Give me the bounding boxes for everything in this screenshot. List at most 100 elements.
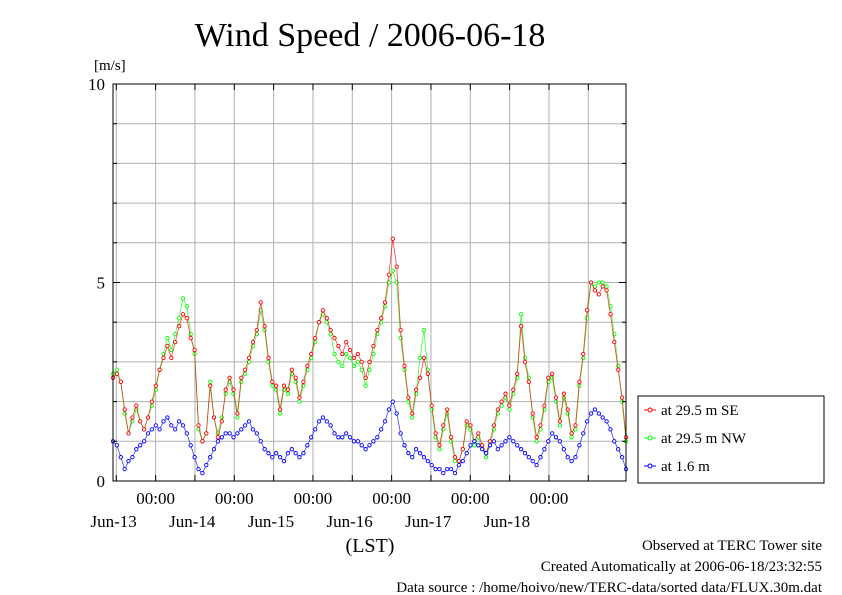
data-point xyxy=(472,439,477,444)
data-point xyxy=(180,423,186,428)
data-point xyxy=(157,427,162,432)
x-tick-label: 00:00 xyxy=(451,489,490,508)
data-point xyxy=(336,343,341,349)
data-point xyxy=(390,268,395,273)
data-point xyxy=(382,419,388,424)
data-point xyxy=(328,327,333,333)
data-point xyxy=(390,236,395,241)
data-point xyxy=(546,375,551,380)
footer-observed-text: Observed at TERC Tower site xyxy=(642,538,822,554)
y-axis-unit-label: [m/s] xyxy=(94,58,126,74)
data-point xyxy=(173,331,178,337)
data-point xyxy=(445,466,450,472)
legend-label: at 29.5 m NW xyxy=(661,431,747,447)
data-point xyxy=(441,423,446,428)
data-point xyxy=(464,451,469,456)
data-point xyxy=(305,443,310,448)
data-point xyxy=(200,439,205,444)
data-point xyxy=(219,419,224,424)
data-point xyxy=(476,431,481,436)
x-tick-label: 00:00 xyxy=(530,489,569,508)
data-point xyxy=(417,375,423,380)
data-point xyxy=(398,431,403,436)
x-axis-label: (LST) xyxy=(346,535,395,557)
data-point xyxy=(569,458,574,464)
data-point xyxy=(518,312,524,317)
data-point xyxy=(192,455,197,460)
data-point xyxy=(569,431,574,436)
data-point xyxy=(359,443,364,448)
data-point xyxy=(309,351,314,357)
data-point xyxy=(487,443,493,448)
x-day-label: Jun-15 xyxy=(248,512,294,531)
data-point xyxy=(584,419,590,424)
data-point xyxy=(281,383,287,388)
x-tick-label: 00:00 xyxy=(372,489,411,508)
data-point xyxy=(359,359,364,365)
data-point xyxy=(153,423,158,428)
data-point xyxy=(402,443,407,448)
data-point xyxy=(169,347,174,353)
data-point xyxy=(511,439,516,444)
footer-data-source-text: Data source : /home/hoivo/new/TERC-data/… xyxy=(396,580,823,595)
data-point xyxy=(452,455,458,460)
data-point xyxy=(309,435,314,440)
data-point xyxy=(149,427,155,432)
data-point xyxy=(138,419,143,424)
data-point xyxy=(592,407,598,412)
data-point xyxy=(141,439,147,444)
data-point xyxy=(534,435,539,440)
data-point xyxy=(612,339,617,345)
data-point xyxy=(351,439,357,444)
data-point xyxy=(227,431,232,436)
data-point xyxy=(433,431,438,436)
data-point xyxy=(157,367,162,372)
x-tick-label: 00:00 xyxy=(215,489,254,508)
data-point xyxy=(289,367,294,372)
data-point xyxy=(184,304,189,309)
data-point xyxy=(246,355,252,361)
data-point xyxy=(347,435,353,440)
data-point xyxy=(507,435,512,440)
data-point xyxy=(266,355,271,361)
x-day-label: Jun-13 xyxy=(90,512,136,531)
data-point xyxy=(165,343,170,349)
data-point xyxy=(448,435,454,440)
data-point xyxy=(114,443,120,448)
data-point xyxy=(351,355,357,361)
data-point xyxy=(367,359,372,365)
data-point xyxy=(344,339,349,345)
data-point xyxy=(491,439,497,444)
data-point xyxy=(429,403,434,408)
chart-title: Wind Speed / 2006-06-18 xyxy=(195,17,546,54)
data-point xyxy=(324,316,329,321)
data-point xyxy=(223,387,228,392)
data-point xyxy=(312,427,318,432)
data-point xyxy=(138,443,143,448)
data-point xyxy=(196,423,201,428)
data-point xyxy=(604,288,609,293)
data-point xyxy=(413,447,419,452)
data-point xyxy=(608,427,613,432)
data-point xyxy=(410,415,415,420)
data-point xyxy=(468,423,473,428)
data-point xyxy=(184,316,189,321)
data-point xyxy=(437,466,442,472)
data-point xyxy=(176,316,182,321)
data-point xyxy=(262,324,267,329)
x-tick-label: 00:00 xyxy=(294,489,333,508)
data-point xyxy=(114,367,120,372)
data-point xyxy=(169,423,174,428)
data-point xyxy=(118,379,123,384)
data-point xyxy=(254,431,259,436)
data-point xyxy=(542,447,547,452)
legend-swatch-marker xyxy=(647,463,653,469)
data-point xyxy=(312,335,318,341)
data-point xyxy=(600,284,605,289)
data-point xyxy=(394,264,399,269)
data-point xyxy=(557,423,563,428)
data-point xyxy=(340,435,345,440)
data-point xyxy=(534,462,539,468)
data-point xyxy=(507,403,512,408)
series-2 xyxy=(110,399,629,476)
